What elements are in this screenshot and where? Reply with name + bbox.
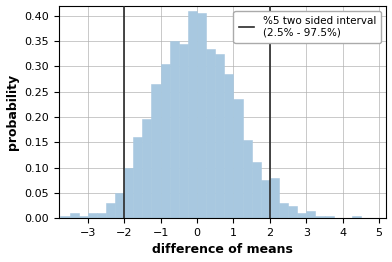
Bar: [224, 74, 234, 218]
Bar: [352, 216, 361, 218]
Y-axis label: probability: probability: [5, 74, 18, 150]
Bar: [170, 41, 179, 218]
Bar: [297, 213, 306, 218]
Bar: [325, 216, 334, 218]
Bar: [316, 216, 325, 218]
Bar: [142, 119, 151, 218]
Bar: [306, 211, 316, 218]
Bar: [161, 64, 170, 218]
Bar: [234, 99, 243, 218]
Bar: [124, 167, 133, 218]
Bar: [206, 48, 215, 218]
Bar: [88, 213, 97, 218]
Bar: [252, 162, 261, 218]
Bar: [270, 178, 279, 218]
Bar: [151, 84, 161, 218]
Bar: [197, 13, 206, 218]
X-axis label: difference of means: difference of means: [152, 243, 293, 256]
Bar: [60, 216, 69, 218]
Bar: [243, 140, 252, 218]
Bar: [133, 137, 142, 218]
Bar: [79, 216, 88, 218]
Bar: [179, 43, 188, 218]
Legend: %5 two sided interval
(2.5% - 97.5%): %5 two sided interval (2.5% - 97.5%): [234, 11, 381, 43]
Bar: [261, 180, 270, 218]
Bar: [288, 205, 297, 218]
Bar: [106, 203, 115, 218]
Bar: [97, 213, 106, 218]
Bar: [279, 203, 288, 218]
Bar: [188, 11, 197, 218]
Bar: [69, 213, 79, 218]
Bar: [215, 54, 224, 218]
Bar: [115, 193, 124, 218]
